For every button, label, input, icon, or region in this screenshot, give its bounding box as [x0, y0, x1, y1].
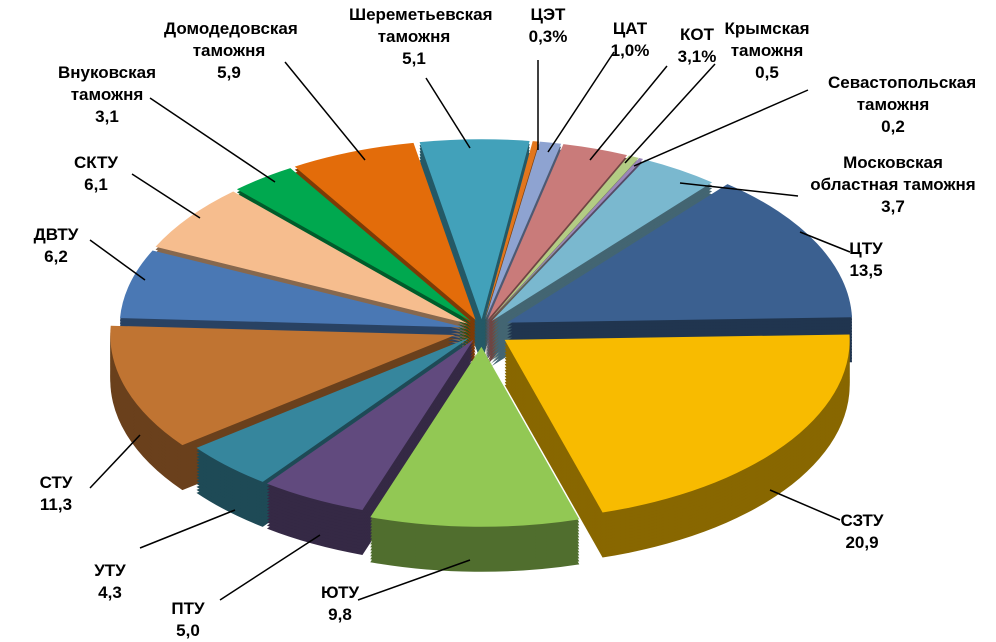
pie-slice[interactable] — [507, 184, 853, 323]
slice-name: ПТУ — [171, 599, 205, 618]
pie-slice[interactable] — [504, 334, 850, 513]
slice-value: 5,0 — [176, 621, 200, 640]
leader-line — [149, 97, 276, 183]
slice-name: КОТ — [680, 25, 714, 44]
slice-side — [485, 147, 562, 326]
slice-value: 3,1% — [677, 47, 717, 66]
pie-slice[interactable] — [266, 339, 474, 510]
slice-name: Внуковская таможня — [57, 63, 157, 104]
data-label: Севастопольская таможня 0,2 — [828, 72, 977, 138]
data-label: ЦАТ 1,0% — [611, 18, 650, 62]
data-label: Московская областная таможня 3,7 — [798, 152, 988, 218]
leader-line — [131, 173, 201, 219]
leader-line — [633, 89, 809, 167]
pie-slice[interactable] — [236, 168, 472, 322]
slice-name: СТУ — [39, 473, 73, 492]
data-label: Внуковская таможня 3,1 — [42, 62, 172, 128]
pie-slice[interactable] — [294, 142, 476, 320]
pie-slice[interactable] — [196, 337, 470, 482]
slice-name: Московская областная таможня — [810, 153, 976, 194]
slice-value: 4,3 — [98, 583, 122, 602]
leader-line — [89, 239, 146, 281]
slice-name: ДВТУ — [33, 225, 79, 244]
leader-line — [769, 489, 841, 521]
pie-slice[interactable] — [491, 159, 713, 321]
slice-name: ЦАТ — [612, 19, 648, 38]
slice-name: УТУ — [94, 561, 126, 580]
slice-name: ЦЭТ — [530, 5, 566, 24]
pie-slice[interactable] — [370, 346, 580, 527]
pie-slice[interactable] — [155, 191, 468, 324]
slice-name: Домодедовская таможня — [164, 19, 298, 60]
data-label: Шереметьевская таможня 5,1 — [349, 4, 493, 70]
slice-value: 3,1 — [95, 107, 119, 126]
data-label: СКТУ 6,1 — [74, 152, 118, 196]
data-label: ЦТУ 13,5 — [849, 238, 882, 282]
slice-side — [485, 144, 562, 323]
slice-value: 13,5 — [849, 261, 883, 280]
slice-value: 6,1 — [84, 175, 108, 194]
slice-name: СЗТУ — [840, 511, 884, 530]
leader-line — [284, 61, 366, 161]
data-label: ПТУ 5,0 — [171, 598, 204, 642]
data-label: ЦЭТ 0,3% — [529, 4, 568, 48]
data-label: Крымская таможня 0,5 — [702, 18, 832, 84]
data-label: УТУ 4,3 — [94, 560, 126, 604]
slice-value: 6,2 — [44, 247, 68, 266]
pie-slice[interactable] — [484, 141, 540, 320]
leader-line — [624, 63, 716, 164]
slice-name: СКТУ — [73, 153, 119, 172]
slice-value: 0,5 — [755, 63, 779, 82]
slice-value: 9,8 — [328, 605, 352, 624]
leader-line — [679, 182, 799, 197]
leader-line — [219, 534, 321, 601]
slice-value: 5,9 — [217, 63, 241, 82]
data-label: СТУ 11,3 — [40, 472, 73, 516]
leader-line — [89, 434, 141, 489]
data-label: СЗТУ 20,9 — [840, 510, 883, 554]
pie-slice[interactable] — [110, 325, 456, 446]
leader-line — [357, 559, 471, 601]
pie-slice[interactable] — [120, 250, 465, 328]
leader-line — [425, 77, 471, 149]
slice-name: ЮТУ — [320, 583, 360, 602]
leader-line — [799, 231, 851, 253]
slice-value: 0,2 — [881, 117, 905, 136]
leader-line — [139, 509, 236, 549]
slice-name: Крымская таможня — [724, 19, 810, 60]
data-label: ДВТУ 6,2 — [34, 224, 79, 268]
slice-value: 5,1 — [402, 49, 426, 68]
data-label: Домодедовская таможня 5,9 — [164, 18, 298, 84]
slice-value: 11,3 — [39, 495, 73, 514]
data-label: ЮТУ 9,8 — [321, 582, 359, 626]
leader-line — [547, 51, 615, 153]
slice-name: Шереметьевская таможня — [349, 5, 493, 46]
slice-name: ЦТУ — [849, 239, 883, 258]
slice-value: 3,7 — [881, 197, 905, 216]
pie-slice[interactable] — [419, 139, 530, 320]
data-label: КОТ 3,1% — [678, 24, 717, 68]
slice-name: Севастопольская таможня — [828, 73, 977, 114]
pie-slice[interactable] — [487, 144, 628, 320]
leader-line — [589, 65, 668, 161]
slice-value: 20,9 — [845, 533, 879, 552]
slice-value: 0,3% — [528, 27, 568, 46]
slice-value: 1,0% — [610, 41, 650, 60]
pie-slice[interactable] — [489, 155, 639, 321]
pie-slice[interactable] — [489, 158, 644, 321]
pie-slice[interactable] — [485, 141, 562, 320]
